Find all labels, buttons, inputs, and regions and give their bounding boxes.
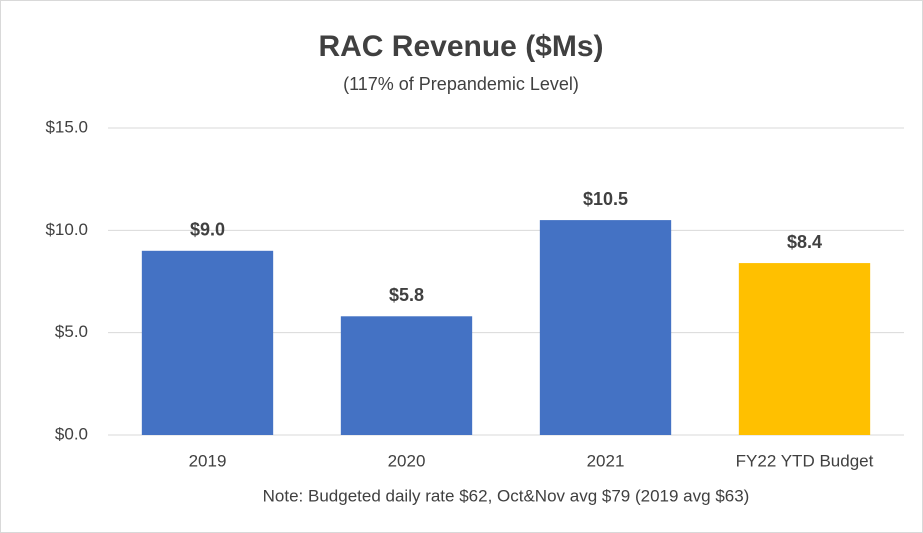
- bar: [340, 316, 473, 435]
- chart-subtitle: (117% of Prepandemic Level): [343, 74, 579, 94]
- x-tick-label: 2020: [388, 451, 426, 470]
- y-tick-label: $5.0: [55, 322, 88, 341]
- data-label: $5.8: [389, 285, 424, 305]
- data-label: $8.4: [787, 232, 822, 252]
- bar: [141, 250, 274, 435]
- x-tick-label: 2019: [189, 451, 227, 470]
- x-tick-label: 2021: [587, 451, 625, 470]
- y-tick-label: $0.0: [55, 424, 88, 443]
- x-tick-label: FY22 YTD Budget: [736, 451, 874, 470]
- data-label: $9.0: [190, 220, 225, 240]
- bar: [539, 220, 672, 435]
- note: Note: Budgeted daily rate $62, Oct&Nov a…: [263, 486, 750, 505]
- y-tick-label: $10.0: [45, 220, 88, 239]
- y-tick-label: $15.0: [45, 117, 88, 136]
- data-label: $10.5: [583, 189, 628, 209]
- chart-title: RAC Revenue ($Ms): [318, 30, 603, 63]
- bar: [738, 263, 871, 435]
